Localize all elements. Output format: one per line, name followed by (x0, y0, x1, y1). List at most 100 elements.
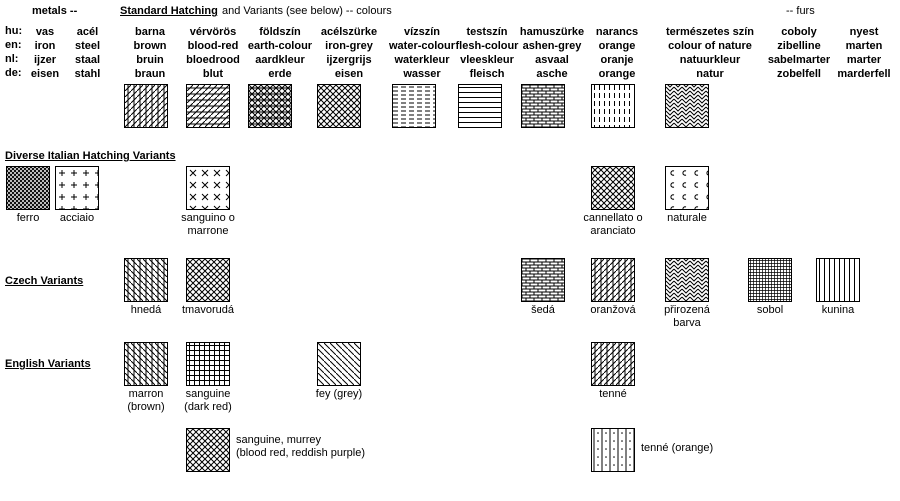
sw-naturale (665, 166, 709, 210)
page-root: metals -- Standard Hatching and Variants… (0, 0, 900, 501)
header-standard: Standard Hatching (120, 5, 218, 17)
iron-en: iron (25, 39, 65, 53)
orange-nl: oranje (587, 53, 647, 67)
sw-sobol (748, 258, 792, 302)
brown-en: brown (120, 39, 180, 53)
sw-std-irongrey (317, 84, 361, 128)
brown-de: braun (120, 67, 180, 81)
flesh-de: fleisch (454, 67, 520, 81)
ashen-nl: asvaal (517, 53, 587, 67)
orange-en: orange (587, 39, 647, 53)
header-metals: metals -- (32, 5, 77, 17)
water-de: wasser (388, 67, 456, 81)
sw-std-brown (124, 84, 168, 128)
sw-oranzova (591, 258, 635, 302)
sw-std-blood (186, 84, 230, 128)
earth-hu: földszín (244, 25, 316, 39)
nature-de: natur (655, 67, 765, 81)
lab-prirozena: přirozenábarva (650, 304, 724, 330)
lab-kunina: kunina (804, 304, 872, 317)
col-nature: természetes színcolour of naturenatuurkl… (655, 25, 765, 81)
nature-nl: natuurkleur (655, 53, 765, 67)
steel-de: stahl (65, 67, 110, 81)
lab-marronbrown: marron(brown) (112, 388, 180, 414)
ashen-en: ashen-grey (517, 39, 587, 53)
col-iron: vas iron ijzer eisen (25, 25, 65, 81)
water-en: water-colour (388, 39, 456, 53)
header-variants: and Variants (see below) -- colours (222, 5, 392, 17)
irongrey-nl: ijzergrijs (313, 53, 385, 67)
col-steel: acél steel staal stahl (65, 25, 110, 81)
marten-nl: marter (834, 53, 894, 67)
sw-prirozena (665, 258, 709, 302)
lab-sanguinedark: sanguine(dark red) (174, 388, 242, 414)
sable-nl: sabelmarter (766, 53, 832, 67)
sw-ferro (6, 166, 50, 210)
sw-sanguino (186, 166, 230, 210)
brown-hu: barna (120, 25, 180, 39)
col-marten: nyest marten marter marderfell (834, 25, 894, 81)
steel-hu: acél (65, 25, 110, 39)
lab-tenneorange: tenné (orange) (641, 442, 751, 455)
lab-naturale: naturale (652, 212, 722, 225)
sable-en: zibelline (766, 39, 832, 53)
iron-de: eisen (25, 67, 65, 81)
lab-oranzova: oranžová (575, 304, 651, 317)
lab-seda: šedá (509, 304, 577, 317)
col-blood: vérvörösblood-redbloedroodblut (182, 25, 244, 81)
lab-ferro: ferro (0, 212, 56, 225)
nature-hu: természetes szín (655, 25, 765, 39)
irongrey-hu: acélszürke (313, 25, 385, 39)
irongrey-en: iron-grey (313, 39, 385, 53)
iron-nl: ijzer (25, 53, 65, 67)
lab-acciaio: acciaio (49, 212, 105, 225)
lab-feygrey: fey (grey) (300, 388, 378, 401)
section-italian: Diverse Italian Hatching Variants (5, 150, 176, 162)
flesh-nl: vleeskleur (454, 53, 520, 67)
blood-en: blood-red (182, 39, 244, 53)
col-water: vízszínwater-colourwaterkleurwasser (388, 25, 456, 81)
sw-tenneorange (591, 428, 635, 472)
iron-hu: vas (25, 25, 65, 39)
sw-sanguinedark (186, 342, 230, 386)
orange-de: orange (587, 67, 647, 81)
nature-en: colour of nature (655, 39, 765, 53)
header-furs: -- furs (786, 5, 815, 17)
sw-tenne (591, 342, 635, 386)
sw-feygrey (317, 342, 361, 386)
flesh-hu: testszín (454, 25, 520, 39)
sw-sanguinemurrey (186, 428, 230, 472)
irongrey-de: eisen (313, 67, 385, 81)
section-english: English Variants (5, 358, 91, 370)
lab-tmavoruda: tmavorudá (170, 304, 246, 317)
lab-tenne: tenné (579, 388, 647, 401)
water-hu: vízszín (388, 25, 456, 39)
sw-kunina (816, 258, 860, 302)
earth-de: erde (244, 67, 316, 81)
col-sable: coboly zibelline sabelmarter zobelfell (766, 25, 832, 81)
sw-std-water (392, 84, 436, 128)
col-brown: barnabrownbruinbraun (120, 25, 180, 81)
marten-en: marten (834, 39, 894, 53)
lab-sanguino: sanguino omarrone (172, 212, 244, 238)
flesh-en: flesh-colour (454, 39, 520, 53)
lab-cannellato: cannellato oaranciato (568, 212, 658, 238)
section-czech: Czech Variants (5, 275, 83, 287)
sw-hneda (124, 258, 168, 302)
sw-tmavoruda (186, 258, 230, 302)
earth-en: earth-colour (244, 39, 316, 53)
lab-sobol: sobol (736, 304, 804, 317)
sw-std-flesh (458, 84, 502, 128)
sw-std-earth (248, 84, 292, 128)
blood-hu: vérvörös (182, 25, 244, 39)
sw-std-ashen (521, 84, 565, 128)
steel-nl: staal (65, 53, 110, 67)
sable-de: zobelfell (766, 67, 832, 81)
water-nl: waterkleur (388, 53, 456, 67)
col-flesh: testszínflesh-colourvleeskleurfleisch (454, 25, 520, 81)
ashen-hu: hamuszürke (517, 25, 587, 39)
col-earth: földszínearth-colouraardkleurerde (244, 25, 316, 81)
earth-nl: aardkleur (244, 53, 316, 67)
ashen-de: asche (517, 67, 587, 81)
lab-sanguinemurrey: sanguine, murrey(blood red, reddish purp… (236, 434, 436, 460)
